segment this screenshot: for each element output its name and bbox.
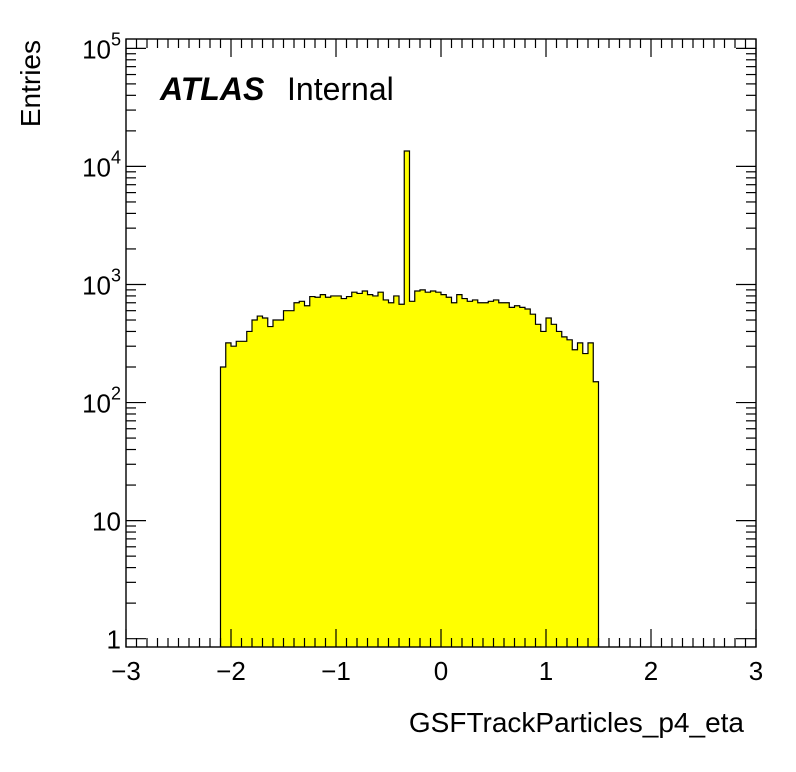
histogram-bin <box>430 291 437 647</box>
histogram-bin <box>546 318 552 647</box>
histogram-bin <box>388 302 395 647</box>
histogram-bin <box>241 341 248 647</box>
histogram-bin <box>404 151 410 647</box>
y-tick-label: 102 <box>82 384 121 419</box>
histogram-bin <box>220 366 227 647</box>
histogram-bin <box>467 301 473 647</box>
histogram-bin <box>283 310 290 647</box>
histogram-bin <box>320 294 326 647</box>
histogram-bin <box>267 326 274 647</box>
histogram-bin <box>477 302 484 647</box>
histogram-bin <box>278 320 284 647</box>
y-axis-tick-labels: 1 10 102 103 104 105 <box>82 29 121 654</box>
histogram-bin <box>451 302 458 647</box>
histogram-bin <box>425 292 431 647</box>
histogram-bin <box>273 320 279 647</box>
y-tick-label: 105 <box>82 29 121 64</box>
y-tick-label: 104 <box>82 147 121 182</box>
histogram-bin <box>435 292 442 647</box>
histogram-bin <box>357 293 363 647</box>
x-tick-label: 1 <box>539 656 553 686</box>
histogram-bin <box>572 349 578 647</box>
histogram-bin <box>577 342 584 647</box>
histogram-bin <box>236 341 242 647</box>
histogram-bin <box>456 294 463 647</box>
histogram-bars <box>220 151 599 647</box>
internal-label: Internal <box>287 71 394 107</box>
histogram-bin <box>441 294 447 647</box>
x-tick-label: −2 <box>216 656 246 686</box>
x-axis-ticks <box>125 39 757 647</box>
histogram-bin <box>414 291 421 647</box>
histogram-bin <box>530 314 536 647</box>
y-tick-label: 103 <box>82 265 121 300</box>
histogram-bin <box>446 297 452 647</box>
histogram-bin <box>509 307 515 647</box>
histogram-bin <box>315 297 321 647</box>
histogram-bin <box>341 298 347 647</box>
histogram-bin <box>504 302 510 647</box>
histogram-bin <box>420 289 426 647</box>
histogram-bin <box>330 295 337 647</box>
histogram-bin <box>593 381 599 647</box>
histogram-bin <box>488 301 494 647</box>
histogram-bin <box>498 302 505 647</box>
histogram-bin <box>525 308 531 647</box>
histogram-bin <box>514 305 521 647</box>
histogram-bin <box>393 295 400 647</box>
histogram-bin <box>336 295 342 647</box>
y-axis-title: Entries <box>15 40 46 127</box>
x-tick-label: −1 <box>321 656 351 686</box>
x-tick-label: −3 <box>111 656 141 686</box>
histogram-bin <box>561 336 568 647</box>
x-tick-label: 3 <box>749 656 763 686</box>
y-tick-label: 10 <box>92 507 121 537</box>
y-tick-label: 1 <box>107 625 121 655</box>
x-tick-label: 0 <box>434 656 448 686</box>
histogram-bin <box>288 310 295 647</box>
histogram-bin <box>309 296 316 647</box>
histogram-bin <box>588 342 594 647</box>
atlas-label: ATLAS <box>159 71 265 107</box>
histogram-bin <box>262 318 269 647</box>
histogram-bin <box>372 295 379 647</box>
histogram-bin <box>519 307 526 647</box>
histogram-bin <box>225 342 232 647</box>
histogram-bin <box>362 291 368 647</box>
histogram-bin <box>383 299 389 647</box>
histogram-bin <box>540 331 547 647</box>
x-axis-tick-labels: −3 −2 −1 0 1 2 3 <box>111 656 763 686</box>
histogram-outline <box>219 150 600 647</box>
histogram-bin <box>567 339 573 647</box>
histogram-bin <box>367 294 374 647</box>
histogram-bin <box>252 320 258 647</box>
histogram-bin <box>294 302 300 647</box>
histogram-bin <box>483 302 489 647</box>
histogram-bin <box>246 331 253 647</box>
x-axis-title: GSFTrackParticles_p4_eta <box>409 707 745 738</box>
histogram-bin <box>325 297 332 647</box>
histogram-bin <box>493 299 500 647</box>
histogram-bin <box>346 296 353 647</box>
histogram-bin <box>231 346 237 647</box>
histogram-bin <box>582 353 589 647</box>
histogram-bin <box>535 324 542 647</box>
histogram-bin <box>378 292 384 647</box>
y-axis-ticks <box>126 47 756 640</box>
histogram-bin <box>409 301 416 647</box>
histogram-bin <box>304 305 311 647</box>
histogram-bin <box>472 299 479 647</box>
histogram-bin <box>257 316 263 647</box>
histogram-bin <box>399 304 405 647</box>
histogram-bin <box>299 301 305 647</box>
histogram-bin <box>551 324 557 647</box>
x-tick-label: 2 <box>644 656 658 686</box>
histogram-bin <box>556 331 563 647</box>
histogram-bin <box>462 298 468 647</box>
histogram-bin <box>351 292 358 647</box>
